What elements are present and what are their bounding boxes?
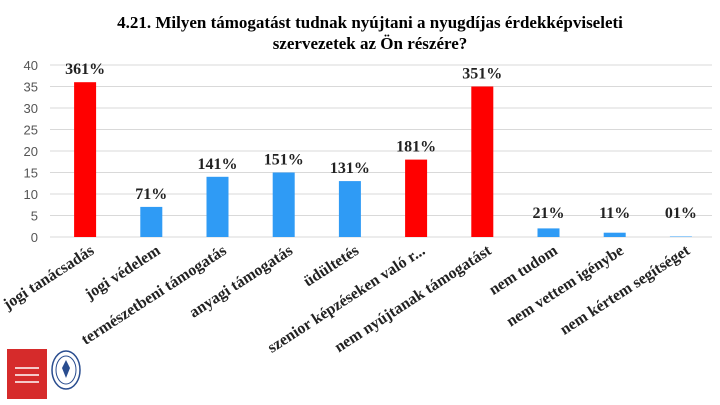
data-label: 71% <box>135 186 167 203</box>
y-tick-label: 35 <box>24 80 38 95</box>
data-label: 11% <box>599 205 630 222</box>
bar <box>603 232 626 237</box>
bar <box>537 228 560 237</box>
y-tick-label: 30 <box>24 101 38 116</box>
bar <box>74 82 97 237</box>
y-tick-label: 0 <box>31 230 38 245</box>
data-label: 131% <box>330 160 370 177</box>
chart-title: 4.21. Milyen támogatást tudnak nyújtani … <box>60 12 680 54</box>
bar <box>405 159 428 237</box>
y-tick-label: 10 <box>24 187 38 202</box>
y-tick-label: 40 <box>24 58 38 73</box>
bar <box>338 181 361 237</box>
category-label: jogi tanácsadás <box>0 242 97 314</box>
data-label: 141% <box>198 156 238 173</box>
data-label: 151% <box>264 152 304 169</box>
category-label: nem vettem igénybe <box>504 242 627 330</box>
seal-logo <box>51 350 81 390</box>
category-label: üdültetés <box>301 242 362 290</box>
data-labels: 361% 71% 141% 151% 131% 181% 351% 21% 11% 01% <box>65 61 697 222</box>
bar <box>669 236 692 237</box>
chart-title-line-2: szervezetek az Ön részére? <box>272 34 468 53</box>
y-tick-label: 25 <box>24 123 38 138</box>
bar <box>206 176 229 237</box>
y-tick-label: 15 <box>24 166 38 181</box>
y-tick-label: 5 <box>31 209 38 224</box>
bar <box>140 206 163 237</box>
data-label: 01% <box>665 205 697 222</box>
bar <box>471 86 494 237</box>
institution-logo <box>7 349 47 399</box>
data-label: 351% <box>462 66 502 83</box>
data-label: 21% <box>533 205 565 222</box>
y-axis-ticks: 0 5 10 15 20 25 30 35 40 <box>24 58 38 245</box>
data-label: 181% <box>396 139 436 156</box>
chart-title-line-1: 4.21. Milyen támogatást tudnak nyújtani … <box>117 13 623 32</box>
y-tick-label: 20 <box>24 144 38 159</box>
bar <box>272 172 295 237</box>
bars <box>74 82 692 237</box>
data-label: 361% <box>65 61 105 78</box>
